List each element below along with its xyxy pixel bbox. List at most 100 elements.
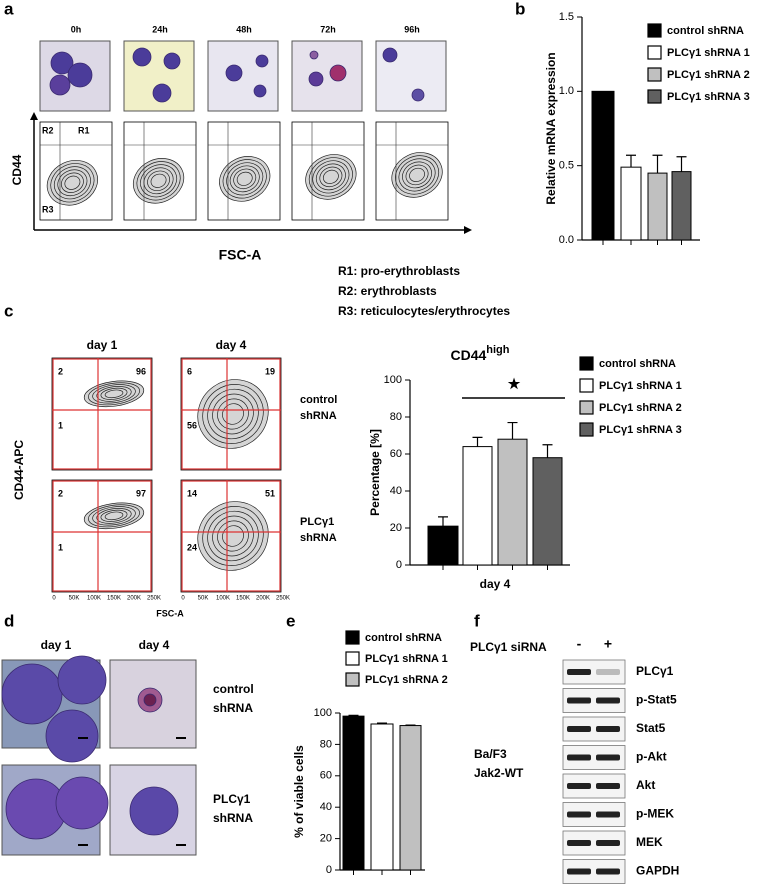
- cell: [329, 64, 347, 82]
- y-tick-label: 20: [320, 833, 332, 845]
- quadrant-box: [181, 358, 281, 470]
- x-tick-label: 150K: [107, 596, 121, 602]
- contour: [207, 388, 259, 440]
- contour: [398, 158, 436, 192]
- legend-swatch: [345, 672, 360, 687]
- contour: [96, 508, 132, 524]
- legend-label: PLCγ1 shRNA 3: [667, 91, 750, 103]
- contour: [236, 171, 253, 186]
- panel-letter: d: [4, 611, 14, 630]
- contour: [315, 163, 346, 191]
- contour: [219, 156, 271, 202]
- bar: [620, 166, 642, 241]
- legend-swatch: [579, 400, 594, 415]
- x-tick-label: 50K: [69, 596, 80, 602]
- contour: [104, 511, 124, 521]
- cell: [225, 64, 243, 82]
- contour: [229, 165, 260, 193]
- x-tick-label: 250K: [276, 596, 290, 602]
- error-bar: [626, 154, 636, 168]
- contour: [212, 393, 254, 435]
- cell: [253, 84, 267, 98]
- cell: [55, 776, 109, 830]
- contour: [150, 173, 167, 188]
- legend-swatch: [647, 89, 662, 104]
- protein-label: Stat5: [636, 721, 666, 735]
- blot-band: [596, 868, 620, 875]
- contour: [222, 159, 267, 199]
- gate-label: R2: [42, 125, 54, 135]
- flow-plot: [39, 121, 113, 221]
- contour: [322, 169, 339, 184]
- blot-band: [596, 697, 620, 704]
- gate-label: R3: [42, 204, 54, 214]
- cell-line-label: Jak2-WT: [474, 766, 524, 780]
- y-tick-label: 20: [390, 522, 402, 534]
- y-tick-label: 0: [396, 559, 402, 571]
- gate-label: R1: [78, 125, 90, 135]
- x-tick-label: 0: [181, 596, 185, 602]
- y-tick-label: 100: [384, 374, 402, 386]
- contour: [202, 506, 264, 566]
- arrow-head: [464, 226, 472, 234]
- legend-swatch: [345, 651, 360, 666]
- contour: [409, 167, 425, 182]
- error-bar: [472, 436, 483, 447]
- contour: [202, 384, 264, 444]
- contour: [92, 384, 136, 404]
- quadrant-value: 56: [187, 420, 197, 430]
- blot-band: [596, 726, 620, 732]
- quadrant-box: [52, 480, 152, 592]
- quadrant-value: 14: [187, 488, 197, 498]
- y-tick-label: 40: [390, 485, 402, 497]
- column-label: day 4: [216, 338, 247, 352]
- chart-title: CD44high: [450, 344, 509, 363]
- micrograph: [207, 40, 279, 112]
- row-label: shRNA: [300, 410, 337, 422]
- error-bar: [507, 421, 518, 440]
- cell-line-label: Ba/F3: [474, 747, 507, 761]
- gate-key: R1: pro-erythroblasts: [338, 264, 460, 278]
- cell: [308, 71, 324, 87]
- contour: [405, 164, 429, 186]
- protein-label: GAPDH: [636, 864, 679, 878]
- protein-label: p-Stat5: [636, 693, 677, 707]
- y-tick-label: 40: [320, 801, 332, 813]
- x-tick-label: day 4: [480, 577, 511, 591]
- cell: [67, 62, 93, 88]
- time-label: 96h: [404, 24, 420, 34]
- legend-label: PLCγ1 shRNA 2: [599, 402, 682, 414]
- arrow-head: [30, 112, 38, 120]
- x-tick-label: 200K: [127, 596, 141, 602]
- legend-swatch: [647, 23, 662, 38]
- axis-label: FSC-A: [219, 247, 262, 263]
- quadrant-value: 51: [265, 488, 275, 498]
- lane-label: +: [604, 636, 612, 652]
- cell: [1, 663, 63, 725]
- panel-letter: e: [286, 611, 295, 630]
- quadrant-value: 1: [58, 420, 63, 430]
- protein-label: p-MEK: [636, 807, 674, 821]
- y-tick-label: 100: [314, 707, 332, 719]
- bar: [427, 525, 459, 566]
- quadrant-value: 1: [58, 542, 63, 552]
- cell: [129, 786, 179, 836]
- blot-band: [567, 697, 591, 704]
- time-label: 72h: [320, 24, 336, 34]
- row-label: shRNA: [213, 701, 253, 715]
- axis-label: CD44-APC: [12, 440, 26, 500]
- cell: [163, 52, 181, 70]
- axis-label: FSC-A: [156, 608, 184, 618]
- contour: [60, 172, 84, 193]
- axis-label: CD44: [10, 154, 24, 185]
- bar: [647, 172, 668, 241]
- contour: [57, 169, 88, 197]
- legend-swatch: [647, 45, 662, 60]
- contour: [312, 160, 350, 194]
- y-tick-label: 1.5: [559, 11, 574, 23]
- chart-title-main: CD44: [450, 347, 486, 363]
- row-label: PLCγ1: [213, 792, 251, 806]
- y-axis-label: % of viable cells: [292, 745, 306, 838]
- row-label: shRNA: [213, 811, 253, 825]
- legend-swatch: [579, 378, 594, 393]
